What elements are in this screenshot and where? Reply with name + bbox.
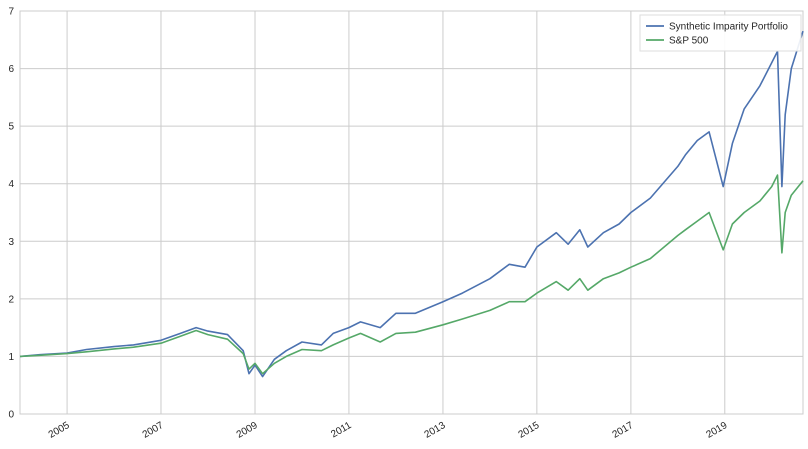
y-tick-label: 6 (8, 64, 14, 75)
legend-label: Synthetic Imparity Portfolio (669, 22, 788, 33)
x-tick-label: 2017 (611, 420, 636, 441)
y-tick-label: 2 (8, 294, 14, 305)
y-tick-label: 3 (8, 237, 14, 248)
y-tick-label: 0 (8, 410, 14, 421)
x-tick-label: 2013 (423, 420, 448, 441)
plot-area (20, 11, 803, 414)
y-tick-label: 4 (8, 179, 14, 190)
legend-label: S&P 500 (669, 36, 709, 47)
gridlines (20, 10, 803, 415)
x-tick-label: 2005 (47, 420, 72, 441)
x-tick-label: 2011 (329, 420, 354, 440)
y-tick-label: 5 (8, 122, 14, 133)
x-tick-label: 2019 (705, 420, 730, 441)
x-tick-label: 2009 (235, 420, 260, 441)
y-tick-label: 7 (8, 7, 14, 18)
series-line-portfolio (19, 30, 804, 378)
plot-frame (19, 10, 804, 415)
y-tick-label: 1 (8, 352, 14, 363)
x-tick-label: 2015 (517, 420, 542, 441)
legend-box (639, 14, 802, 52)
series-lines (19, 30, 804, 378)
x-tick-label: 2007 (141, 420, 166, 441)
legend: Synthetic Imparity Portfolio S&P 500 (639, 14, 802, 52)
series-line-sp500 (19, 174, 804, 375)
